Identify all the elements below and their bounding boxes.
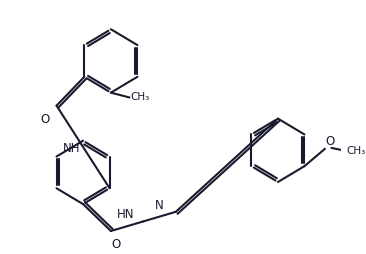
Text: CH₃: CH₃ (346, 146, 366, 156)
Text: N: N (155, 199, 164, 212)
Text: O: O (112, 238, 121, 251)
Text: CH₃: CH₃ (130, 92, 150, 102)
Text: HN: HN (116, 208, 134, 221)
Text: O: O (326, 135, 335, 148)
Text: O: O (40, 113, 49, 126)
Text: NH: NH (63, 142, 81, 155)
